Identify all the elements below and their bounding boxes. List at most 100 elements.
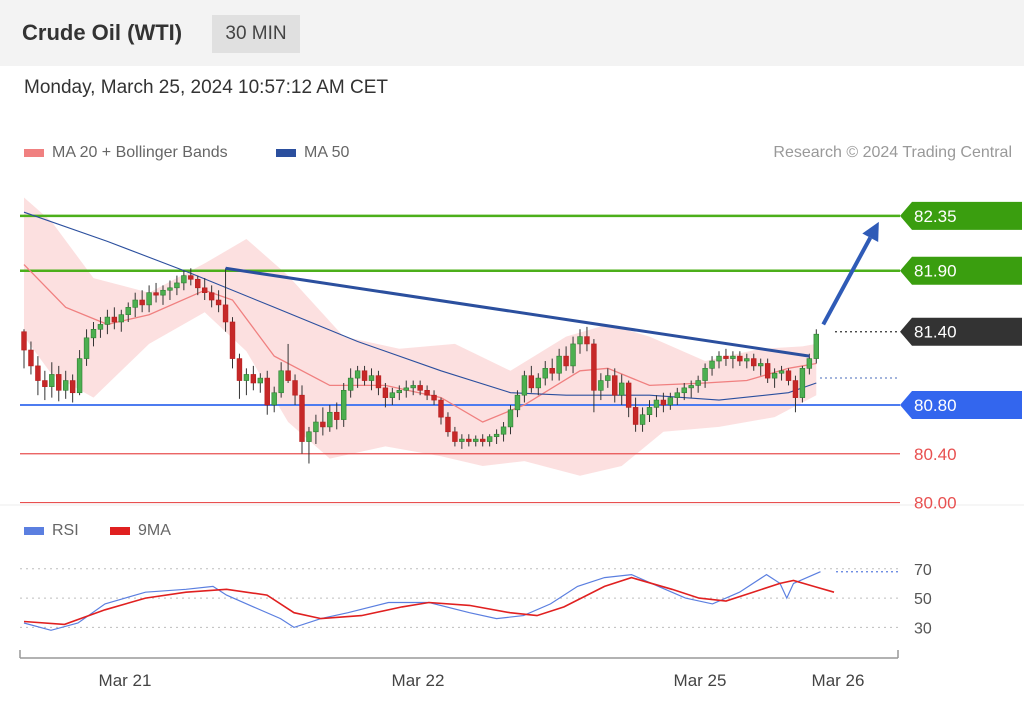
legend-ma50-label: MA 50 <box>304 144 350 161</box>
candle-body <box>368 375 375 381</box>
candle-body <box>556 355 562 374</box>
candle-body <box>257 377 263 384</box>
rsi-tick-label: 70 <box>914 562 932 579</box>
candle-body <box>83 337 90 359</box>
candle-body <box>709 360 715 369</box>
candle-body <box>514 394 521 411</box>
candle-body <box>104 316 111 325</box>
instrument-title: Crude Oil (WTI) <box>22 20 183 45</box>
candle-body <box>243 374 250 381</box>
x-tick-label: Mar 26 <box>812 671 865 690</box>
candle-body <box>62 380 69 391</box>
candle-body <box>132 299 138 308</box>
candle-body <box>403 387 409 391</box>
price-label-box <box>900 390 1022 419</box>
candle-body <box>639 414 646 425</box>
candle-body <box>181 275 187 284</box>
candle-body <box>188 275 194 280</box>
candle-body <box>222 304 229 323</box>
candle-body <box>764 363 771 379</box>
candle-body <box>563 355 569 367</box>
candle-body <box>271 392 277 406</box>
candle-body <box>35 365 41 381</box>
price-label-box <box>900 201 1022 230</box>
candle-body <box>49 374 55 387</box>
price-label-text: 81.90 <box>914 262 957 281</box>
candle-body <box>778 370 785 374</box>
price-label-text: 80.40 <box>914 445 957 464</box>
price-label-box <box>900 317 1022 346</box>
x-tick-label: Mar 22 <box>392 671 445 690</box>
candle-body <box>473 438 479 442</box>
candle-body <box>438 399 444 418</box>
rsi-swatch <box>24 527 44 535</box>
candle-body <box>681 387 687 394</box>
candle-body <box>591 343 597 391</box>
candle-body <box>354 370 361 379</box>
price-label-text: 82.35 <box>914 207 957 226</box>
candle-body <box>542 368 548 379</box>
ma20-swatch <box>24 149 44 157</box>
candle-body <box>618 382 625 396</box>
candle-body <box>493 433 500 437</box>
candle-body <box>361 370 368 381</box>
candle-body <box>486 436 493 442</box>
candle-body <box>208 292 215 301</box>
forecast-arrow-head <box>862 221 879 243</box>
research-credit: Research © 2024 Trading Central <box>773 144 1012 161</box>
candle-body <box>521 375 528 396</box>
candle-body <box>688 385 694 389</box>
legend-rsi: RSI <box>24 522 79 540</box>
candle-body <box>459 438 465 442</box>
candle-body <box>577 336 583 345</box>
x-tick-label: Mar 21 <box>99 671 152 690</box>
price-label-text: 80.00 <box>914 494 957 513</box>
candle-body <box>160 289 166 296</box>
candle-body <box>174 282 180 289</box>
candle-body <box>598 380 604 391</box>
candle-body <box>417 385 423 391</box>
candle-body <box>56 374 62 391</box>
candle-body <box>806 358 813 369</box>
price-label-text: 80.80 <box>914 396 957 415</box>
candle-body <box>347 377 354 391</box>
candle-body <box>625 382 632 408</box>
candle-body <box>632 407 639 425</box>
candle-body <box>215 299 222 306</box>
candle-body <box>771 372 778 379</box>
candle-body <box>153 292 159 296</box>
candle-body <box>667 397 674 406</box>
legend-ma50: MA 50 <box>276 144 349 162</box>
candle-body <box>716 355 722 362</box>
candle-body <box>723 355 729 359</box>
price-label-81.40: 81.40 <box>900 317 1022 346</box>
candle-body <box>431 394 437 401</box>
candle-body <box>167 287 173 291</box>
legend-rsi-label: RSI <box>52 522 79 539</box>
candle-body <box>535 377 542 389</box>
candle-body <box>111 316 118 323</box>
timeframe-badge[interactable]: 30 MIN <box>212 15 300 53</box>
bollinger-band-area <box>24 197 817 476</box>
candle-body <box>507 409 514 428</box>
price-label-80.80: 80.80 <box>900 390 1022 419</box>
candle-body <box>549 368 555 374</box>
candle-body <box>702 368 708 381</box>
candle-body <box>146 292 152 306</box>
candle-body <box>236 358 243 381</box>
candle-body <box>139 299 145 306</box>
forecast-arrow-shaft <box>821 236 873 326</box>
candle-body <box>584 336 590 345</box>
candle-body <box>340 390 347 420</box>
price-label-81.90: 81.90 <box>900 256 1022 285</box>
candle-body <box>479 438 486 442</box>
candle-body <box>396 390 402 394</box>
candle-body <box>313 421 319 433</box>
legend-ma20-label: MA 20 + Bollinger Bands <box>52 144 228 161</box>
candle-body <box>570 343 576 367</box>
legend-9ma-label: 9MA <box>138 522 171 539</box>
candle-body <box>660 399 667 406</box>
candle-body <box>202 287 208 293</box>
candle-body <box>285 370 291 381</box>
